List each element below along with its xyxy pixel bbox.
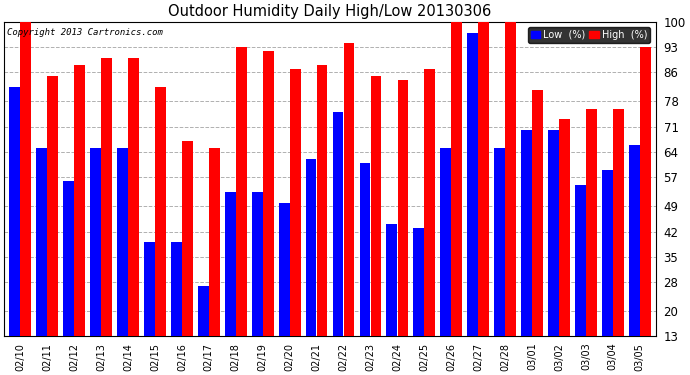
- Bar: [532, 90, 543, 375]
- Bar: [575, 184, 586, 375]
- Bar: [344, 44, 355, 375]
- Bar: [424, 69, 435, 375]
- Bar: [548, 130, 559, 375]
- Text: Copyright 2013 Cartronics.com: Copyright 2013 Cartronics.com: [8, 28, 164, 37]
- Bar: [117, 148, 128, 375]
- Bar: [559, 119, 570, 375]
- Bar: [63, 181, 74, 375]
- Bar: [263, 51, 274, 375]
- Bar: [629, 145, 640, 375]
- Bar: [333, 112, 344, 375]
- Title: Outdoor Humidity Daily High/Low 20130306: Outdoor Humidity Daily High/Low 20130306: [168, 4, 492, 19]
- Legend: Low  (%), High  (%): Low (%), High (%): [528, 27, 651, 43]
- Bar: [613, 108, 624, 375]
- Bar: [602, 170, 613, 375]
- Bar: [155, 87, 166, 375]
- Bar: [413, 228, 424, 375]
- Bar: [75, 65, 85, 375]
- Bar: [467, 33, 478, 375]
- Bar: [144, 242, 155, 375]
- Bar: [586, 108, 597, 375]
- Bar: [640, 47, 651, 375]
- Bar: [290, 69, 301, 375]
- Bar: [494, 148, 505, 375]
- Bar: [440, 148, 451, 375]
- Bar: [101, 58, 112, 375]
- Bar: [48, 76, 58, 375]
- Bar: [90, 148, 101, 375]
- Bar: [386, 224, 397, 375]
- Bar: [317, 65, 328, 375]
- Bar: [505, 22, 516, 375]
- Bar: [10, 87, 20, 375]
- Bar: [171, 242, 181, 375]
- Bar: [306, 159, 317, 375]
- Bar: [252, 192, 263, 375]
- Bar: [182, 141, 193, 375]
- Bar: [371, 76, 382, 375]
- Bar: [198, 286, 208, 375]
- Bar: [128, 58, 139, 375]
- Bar: [521, 130, 532, 375]
- Bar: [37, 148, 47, 375]
- Bar: [225, 192, 236, 375]
- Bar: [236, 47, 247, 375]
- Bar: [397, 80, 408, 375]
- Bar: [21, 22, 31, 375]
- Bar: [209, 148, 220, 375]
- Bar: [359, 163, 371, 375]
- Bar: [478, 22, 489, 375]
- Bar: [279, 202, 290, 375]
- Bar: [451, 22, 462, 375]
